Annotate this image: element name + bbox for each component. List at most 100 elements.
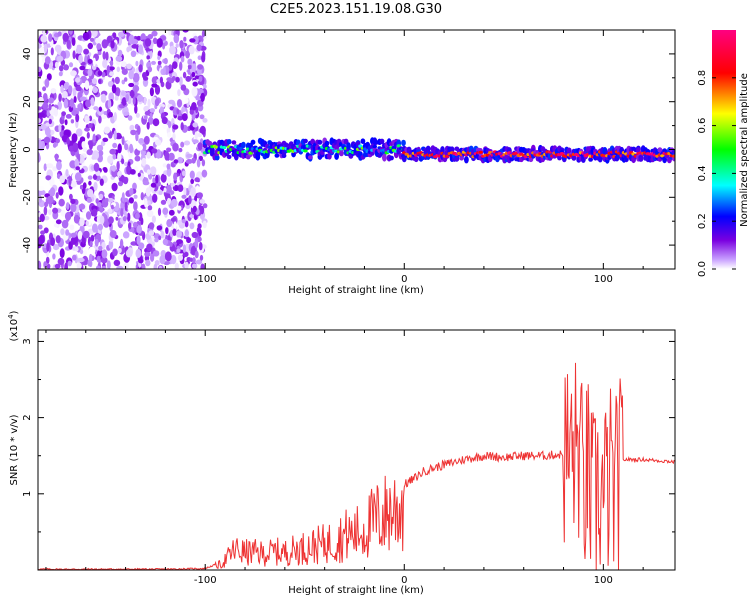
heatmap-cell: [116, 265, 124, 269]
heatmap-cell: [189, 38, 196, 43]
heatmap-cell: [101, 241, 106, 250]
heatmap-cell: [134, 155, 141, 162]
heatmap-cell: [147, 98, 151, 109]
heatmap-cell: [196, 44, 202, 52]
heatmap-cell: [129, 89, 136, 99]
heatmap-cell: [169, 241, 173, 247]
heatmap-cell: [128, 197, 134, 204]
x-tick-label: 0: [401, 575, 407, 586]
heatmap-cell: [660, 154, 665, 158]
heatmap-cell: [84, 80, 90, 90]
heatmap-cell: [144, 111, 151, 116]
heatmap-cell: [166, 167, 172, 177]
heatmap-cell: [382, 153, 387, 162]
heatmap-cell: [317, 139, 323, 145]
heatmap-cell: [87, 42, 94, 50]
heatmap-cell: [104, 197, 109, 203]
heatmap-cell: [106, 65, 110, 75]
heatmap-cell: [183, 186, 187, 197]
heatmap-cell: [119, 238, 124, 249]
heatmap-cell: [124, 77, 128, 82]
heatmap-cell: [121, 136, 125, 146]
heatmap-cell: [165, 184, 172, 194]
heatmap-cell: [113, 112, 117, 122]
heatmap-cell: [167, 132, 172, 138]
heatmap-cell: [87, 188, 94, 198]
heatmap-cell: [48, 209, 52, 216]
heatmap-cell: [158, 265, 163, 269]
heatmap-cell: [121, 158, 125, 165]
heatmap-cell: [181, 219, 186, 224]
x-tick-label: 0: [401, 274, 407, 285]
heatmap-cell: [93, 106, 99, 111]
heatmap-cell: [88, 253, 93, 263]
heatmap-cell: [177, 254, 183, 261]
heatmap-cell: [202, 220, 207, 229]
heatmap-cell: [162, 42, 166, 50]
heatmap-cell: [128, 82, 135, 88]
heatmap-cell: [182, 64, 188, 72]
colorbar-tick-label: 0.4: [697, 165, 708, 181]
heatmap-cell: [140, 217, 144, 226]
heatmap-cell: [90, 234, 95, 242]
heatmap-cell: [152, 250, 160, 257]
heatmap-cell: [128, 222, 132, 230]
heatmap-cell: [64, 262, 68, 269]
heatmap-cell: [82, 182, 87, 190]
heatmap-cell: [62, 32, 69, 43]
x-tick-label: 100: [594, 575, 613, 586]
heatmap-cell: [125, 249, 133, 258]
heatmap-cell: [44, 78, 50, 88]
heatmap-cell: [38, 185, 45, 191]
heatmap-cell: [151, 30, 158, 37]
heatmap-cell: [226, 154, 232, 160]
snr-multiplier-base: (x10: [9, 319, 20, 342]
heatmap-cell: [201, 53, 206, 63]
heatmap-cell: [161, 116, 168, 124]
heatmap-cell: [202, 118, 208, 123]
heatmap-cell: [154, 98, 160, 107]
heatmap-cell: [54, 61, 59, 69]
colorbar-tick-label: 0.0: [697, 261, 708, 277]
heatmap-cell: [170, 254, 177, 265]
heatmap-cell: [86, 211, 92, 220]
heatmap-cell: [143, 115, 148, 120]
heatmap-cell: [149, 112, 153, 119]
heatmap-cell: [250, 139, 256, 145]
heatmap-cell: [38, 112, 45, 118]
heatmap-cell: [189, 257, 193, 262]
x-tick-label: 100: [594, 274, 613, 285]
heatmap-cell: [49, 187, 56, 197]
heatmap-cell: [157, 55, 161, 60]
heatmap-cell: [175, 43, 179, 48]
heatmap-cell: [108, 131, 113, 139]
y-tick-label: 1: [22, 491, 33, 497]
heatmap-cell: [177, 205, 182, 211]
heatmap-cell: [113, 259, 121, 267]
heatmap-cell: [303, 149, 308, 153]
heatmap-cell: [199, 114, 205, 120]
heatmap-cell: [52, 253, 56, 260]
heatmap-cell: [192, 81, 198, 87]
heatmap-cell: [197, 80, 205, 86]
heatmap-cell: [173, 159, 179, 164]
heatmap-cell: [102, 51, 106, 60]
heatmap-cell: [54, 153, 59, 162]
heatmap-cell: [372, 145, 377, 149]
heatmap-cell: [112, 142, 118, 149]
heatmap-cell: [168, 152, 175, 161]
heatmap-cell: [181, 113, 188, 122]
heatmap-cell: [195, 185, 200, 193]
heatmap-cell: [47, 195, 54, 204]
heatmap-cell: [68, 62, 74, 68]
heatmap-cell: [185, 159, 193, 164]
heatmap-cell: [324, 140, 330, 146]
heatmap-cell: [145, 259, 151, 267]
heatmap-cell: [97, 223, 103, 231]
heatmap-cell: [125, 93, 129, 102]
heatmap-cell: [138, 138, 145, 145]
heatmap-cell: [82, 31, 90, 41]
heatmap-cell: [201, 30, 205, 38]
heatmap-cell: [144, 251, 151, 257]
heatmap-cell: [95, 198, 99, 204]
